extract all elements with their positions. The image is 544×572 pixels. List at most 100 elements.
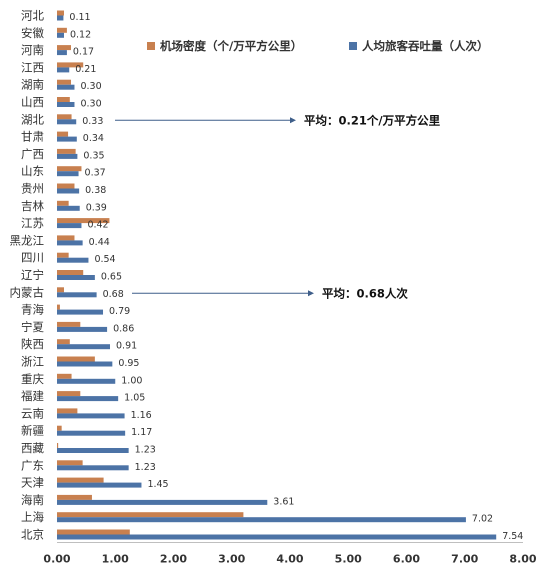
category-label: 贵州 xyxy=(21,182,44,196)
category-label: 西藏 xyxy=(21,441,44,455)
data-label: 0.37 xyxy=(85,168,106,179)
bar-passenger xyxy=(57,32,64,38)
category-label: 黑龙江 xyxy=(10,233,45,247)
data-label: 0.11 xyxy=(69,12,90,23)
bar-passenger xyxy=(57,430,126,436)
category-label: 天津 xyxy=(21,476,44,490)
bar-density xyxy=(57,408,78,414)
category-label: 辽宁 xyxy=(21,268,44,282)
data-label: 0.54 xyxy=(94,254,115,265)
bar-density xyxy=(57,62,84,68)
data-label: 0.33 xyxy=(82,116,103,127)
bar-density xyxy=(57,460,83,466)
bar-density xyxy=(57,356,95,362)
bar-passenger xyxy=(57,257,89,263)
data-label: 7.54 xyxy=(502,531,523,542)
category-label: 湖南 xyxy=(21,78,44,92)
bar-density xyxy=(57,166,82,172)
category-label: 甘肃 xyxy=(21,130,44,144)
bar-density xyxy=(57,131,69,137)
bar-density xyxy=(57,97,70,102)
bar-passenger xyxy=(57,223,82,229)
bar-density xyxy=(57,391,81,397)
bar-passenger xyxy=(57,465,129,471)
category-label: 陕西 xyxy=(21,337,44,351)
bar-passenger xyxy=(57,136,77,142)
bar-density xyxy=(57,321,81,327)
bar-passenger xyxy=(57,344,111,350)
data-label: 0.35 xyxy=(83,150,104,161)
x-tick-label: 0.00 xyxy=(43,553,70,566)
bar-density xyxy=(57,373,72,379)
category-label: 北京 xyxy=(21,528,44,542)
bar-density xyxy=(57,10,64,16)
bar-density xyxy=(57,148,76,154)
legend-label-passenger: 人均旅客吞吐量（人次） xyxy=(362,39,489,53)
category-label: 福建 xyxy=(21,389,44,403)
bar-density xyxy=(57,252,69,258)
data-label: 1.05 xyxy=(124,393,145,404)
data-label: 1.23 xyxy=(135,462,156,473)
x-tick-label: 4.00 xyxy=(276,553,303,566)
data-label: 0.30 xyxy=(80,81,101,92)
bar-passenger xyxy=(57,188,80,194)
category-label: 云南 xyxy=(21,406,44,420)
bar-passenger xyxy=(57,50,67,56)
data-label: 0.65 xyxy=(101,272,122,283)
bar-density xyxy=(57,27,67,33)
average-arrow-head xyxy=(290,117,296,124)
bar-density xyxy=(57,235,75,241)
data-label: 1.00 xyxy=(121,375,142,386)
bar-density xyxy=(57,443,59,448)
data-label: 0.34 xyxy=(83,133,104,144)
data-label: 7.02 xyxy=(472,514,493,525)
x-tick-label: 2.00 xyxy=(160,553,187,566)
bar-passenger xyxy=(57,482,142,488)
bar-density xyxy=(57,270,84,275)
category-label: 广东 xyxy=(21,458,44,472)
data-label: 0.39 xyxy=(86,202,107,213)
data-label: 1.17 xyxy=(131,427,152,438)
bar-density xyxy=(57,477,104,483)
data-label: 0.91 xyxy=(116,341,137,352)
category-label: 海南 xyxy=(21,493,44,507)
data-label: 0.21 xyxy=(75,64,96,75)
data-label: 0.30 xyxy=(80,99,101,110)
category-label: 河北 xyxy=(21,9,44,23)
bar-passenger xyxy=(57,153,78,159)
average-arrow-head xyxy=(308,290,314,297)
bar-density xyxy=(57,529,130,535)
bar-density xyxy=(57,494,92,500)
bar-passenger xyxy=(57,499,268,505)
bar-passenger xyxy=(57,448,129,453)
x-tick-label: 5.00 xyxy=(335,553,362,566)
data-label: 3.61 xyxy=(273,496,294,507)
category-label: 江苏 xyxy=(21,216,44,230)
bar-density xyxy=(57,287,64,293)
average-annotation: 平均：0.21个/万平方公里 xyxy=(304,113,441,127)
data-label: 0.12 xyxy=(70,29,91,40)
bar-density xyxy=(57,114,72,120)
category-label: 四川 xyxy=(21,251,44,265)
data-label: 1.16 xyxy=(131,410,152,421)
bar-passenger xyxy=(57,309,104,315)
bar-density xyxy=(57,512,244,518)
data-label: 0.44 xyxy=(89,237,110,248)
data-label: 1.23 xyxy=(135,445,156,456)
data-label: 0.17 xyxy=(73,47,94,58)
bar-density xyxy=(57,304,60,310)
bar-passenger xyxy=(57,15,64,21)
category-label: 重庆 xyxy=(21,372,44,386)
bar-passenger xyxy=(57,240,83,246)
bar-passenger xyxy=(57,171,79,177)
bar-passenger xyxy=(57,413,125,419)
bar-passenger xyxy=(57,534,497,540)
bar-passenger xyxy=(57,517,466,523)
bar-density xyxy=(57,339,70,345)
category-label: 江西 xyxy=(21,60,44,74)
bar-passenger xyxy=(57,361,113,367)
bar-passenger xyxy=(57,326,108,332)
bar-density xyxy=(57,425,62,431)
category-label: 上海 xyxy=(21,510,44,524)
